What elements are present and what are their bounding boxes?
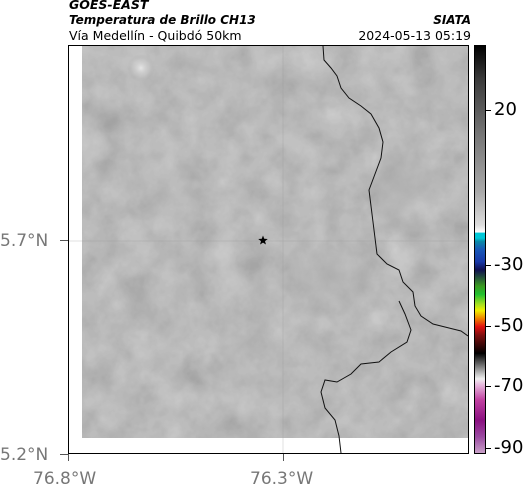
timestamp-label: 2024-05-13 05:19 <box>358 28 471 43</box>
colorbar-tick <box>486 326 491 327</box>
latitude-label: 5.7°N <box>0 231 49 251</box>
satellite-map[interactable] <box>68 45 469 454</box>
colorbar-label: -50 <box>494 315 524 336</box>
product-title: Temperatura de Brillo CH13 <box>69 13 256 27</box>
lon-tick-1 <box>68 454 69 461</box>
border-lines <box>320 46 468 453</box>
brightness-temperature-image <box>69 46 468 453</box>
organization-label: SIATA <box>433 13 471 27</box>
colorbar-label: -90 <box>494 437 524 458</box>
colorbar-label: -70 <box>494 375 524 396</box>
cloud-field <box>82 46 468 438</box>
colorbar-label: 20 <box>494 99 517 120</box>
latitude-label: 5.2°N <box>0 445 49 465</box>
colorbar-tick <box>486 110 491 111</box>
temperature-colorbar <box>474 45 486 454</box>
lon-tick-2 <box>283 454 284 461</box>
lat-tick-2 <box>60 454 68 455</box>
star-marker <box>258 235 268 245</box>
region-label: Vía Medellín - Quibdó 50km <box>69 28 242 43</box>
gridlines <box>69 46 468 453</box>
colorbar-tick <box>486 386 491 387</box>
colorbar-tick <box>486 265 491 266</box>
satellite-title: GOES-EAST <box>69 0 149 12</box>
longitude-label: 76.3°W <box>250 469 314 489</box>
longitude-label: 76.8°W <box>33 469 97 489</box>
colorbar-tick <box>486 448 491 449</box>
lat-tick-1 <box>60 240 68 241</box>
colorbar-label: -30 <box>494 254 524 275</box>
